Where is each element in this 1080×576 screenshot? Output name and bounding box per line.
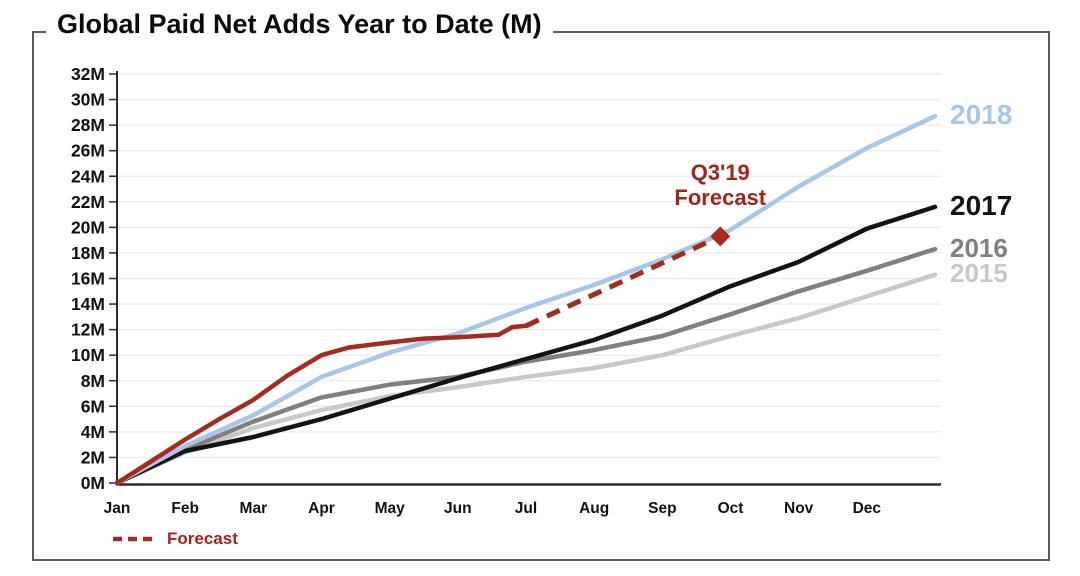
x-tick-label: Oct [718,500,744,517]
y-tick-label: 8M [81,371,105,391]
line-2019-forecast [524,234,722,329]
x-tick-label: Jul [515,500,537,517]
forecast-diamond-marker [710,226,731,247]
line-2016 [114,246,938,486]
forecast-dash-icon [113,536,157,542]
y-tick-label: 6M [81,396,105,416]
y-tick-label: 32M [71,64,105,84]
y-tick-label: 2M [81,447,105,467]
y-tick-label: 22M [71,192,105,212]
series-label-2018: 2018 [950,98,1013,130]
forecast-legend-label: Forecast [167,529,238,548]
x-tick-label: Jan [104,500,131,517]
y-tick-label: 16M [71,269,105,289]
x-tick-label: Nov [784,500,814,517]
line-2019 [114,323,529,486]
series-label-2015: 2015 [950,258,1008,289]
forecast-legend: Forecast [112,529,238,549]
x-tick-label: Feb [171,500,199,517]
y-tick-label: 14M [71,294,105,314]
x-tick-label: Jun [444,500,472,517]
forecast-annotation-quarter: Q3'19 [690,160,750,186]
line-2018 [114,113,938,486]
series-label-2016: 2016 [950,232,1008,263]
y-tick-label: 20M [71,217,105,237]
forecast-annotation-word: Forecast [674,185,767,211]
y-tick-label: 28M [71,115,105,135]
x-tick-label: Mar [240,500,268,517]
forecast-annotation: Q3'19 Forecast [635,160,805,210]
y-tick-label: 4M [81,422,105,442]
series-label-2017: 2017 [950,189,1013,221]
line-2017 [114,204,938,486]
y-tick-label: 24M [71,166,105,186]
x-tick-label: Dec [853,500,882,517]
y-tick-label: 26M [71,141,105,161]
chart-title: Global Paid Net Adds Year to Date (M) [46,9,553,40]
x-tick-label: Sep [648,500,676,517]
line-2015 [114,272,938,486]
y-tick-label: 12M [71,320,105,340]
x-tick-label: Aug [579,500,609,517]
y-tick-label: 0M [81,473,105,493]
y-tick-label: 10M [71,345,105,365]
x-tick-label: Apr [308,500,335,517]
y-tick-label: 30M [71,90,105,110]
x-tick-label: May [375,500,406,517]
y-tick-label: 18M [71,243,105,263]
